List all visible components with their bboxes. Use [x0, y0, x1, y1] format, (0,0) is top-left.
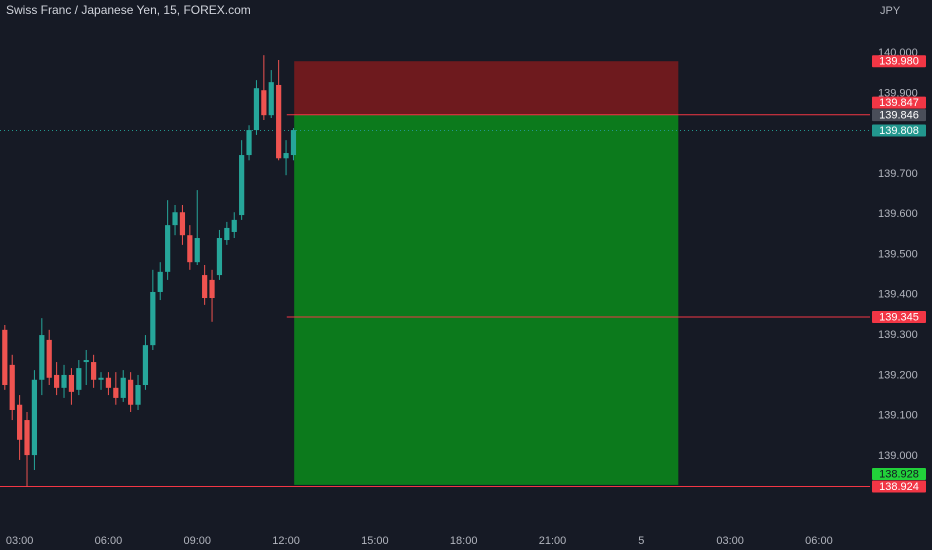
candle-body: [76, 368, 82, 390]
candle-body: [120, 377, 126, 398]
candle-body: [9, 364, 15, 410]
candle-body: [202, 275, 208, 299]
candle-body: [209, 279, 215, 299]
candle-body: [46, 339, 52, 378]
candle-body: [290, 130, 297, 156]
candle-body: [128, 379, 134, 405]
x-tick-label: 06:00: [805, 535, 833, 547]
candle-body: [268, 82, 274, 116]
candle-body: [61, 374, 67, 388]
price-tag-label: 138.928: [879, 468, 919, 480]
candle-body: [68, 374, 75, 392]
candle-body: [261, 90, 267, 116]
price-tag-label: 139.345: [879, 311, 919, 323]
y-tick-label: 139.700: [878, 168, 918, 180]
candle-body: [216, 238, 223, 276]
price-tag: [872, 124, 926, 137]
candle-body: [165, 225, 171, 272]
chart-title: Swiss Franc / Japanese Yen, 15, FOREX.co…: [6, 3, 251, 17]
candle-body: [194, 238, 200, 263]
y-tick-label: 139.300: [878, 329, 918, 341]
x-tick-label: 18:00: [450, 535, 478, 547]
candle-body: [187, 235, 193, 263]
y-tick-label: 139.900: [878, 87, 918, 99]
y-tick-label: 139.000: [878, 450, 918, 462]
candle-body: [113, 387, 119, 398]
candle-body: [276, 84, 282, 159]
x-tick-label: 03:00: [6, 535, 34, 547]
x-tick-label: 21:00: [539, 535, 567, 547]
price-tag: [872, 55, 926, 68]
price-tag-label: 139.980: [879, 56, 919, 68]
candle-body: [172, 212, 178, 226]
candle-body: [231, 219, 237, 232]
candle-body: [246, 130, 252, 156]
currency-label: JPY: [880, 5, 901, 17]
candle-body: [31, 379, 38, 456]
candle-body: [142, 345, 149, 386]
x-tick-label: 12:00: [272, 535, 300, 547]
price-tag: [872, 480, 926, 493]
candle-body: [157, 271, 163, 292]
x-tick-label: 06:00: [95, 535, 123, 547]
candle-body: [135, 385, 141, 405]
candle-body: [283, 153, 289, 159]
price-tag: [872, 109, 926, 122]
candle-body: [2, 329, 8, 386]
price-tag-label: 139.847: [879, 97, 919, 109]
y-tick-label: 139.400: [878, 289, 918, 301]
price-tag-label: 139.808: [879, 125, 919, 137]
price-tag: [872, 96, 926, 109]
x-tick-label: 5: [638, 535, 644, 547]
candle-body: [39, 335, 45, 380]
y-tick-label: 139.200: [878, 369, 918, 381]
candle-body: [239, 155, 245, 216]
candle-body: [91, 362, 97, 380]
candle-body: [179, 212, 186, 236]
candle-body: [105, 377, 112, 388]
candle-body: [224, 227, 230, 241]
x-tick-label: 09:00: [183, 535, 211, 547]
candle-body: [98, 377, 104, 380]
price-tag-label: 139.846: [879, 110, 919, 122]
candle-body: [253, 88, 260, 131]
x-tick-label: 15:00: [361, 535, 389, 547]
candle-body: [17, 404, 23, 440]
y-tick-label: 139.600: [878, 208, 918, 220]
target-zone: [294, 114, 679, 485]
stop-zone: [294, 61, 679, 115]
price-tag-label: 138.924: [879, 481, 919, 493]
price-tag: [872, 310, 926, 323]
price-tag: [872, 468, 926, 481]
y-tick-label: 139.500: [878, 248, 918, 260]
x-tick-label: 03:00: [716, 535, 744, 547]
candle-body: [54, 374, 60, 388]
candle-body: [24, 420, 30, 456]
candle-body: [83, 360, 89, 363]
y-tick-label: 139.100: [878, 410, 918, 422]
candle-body: [150, 291, 156, 346]
